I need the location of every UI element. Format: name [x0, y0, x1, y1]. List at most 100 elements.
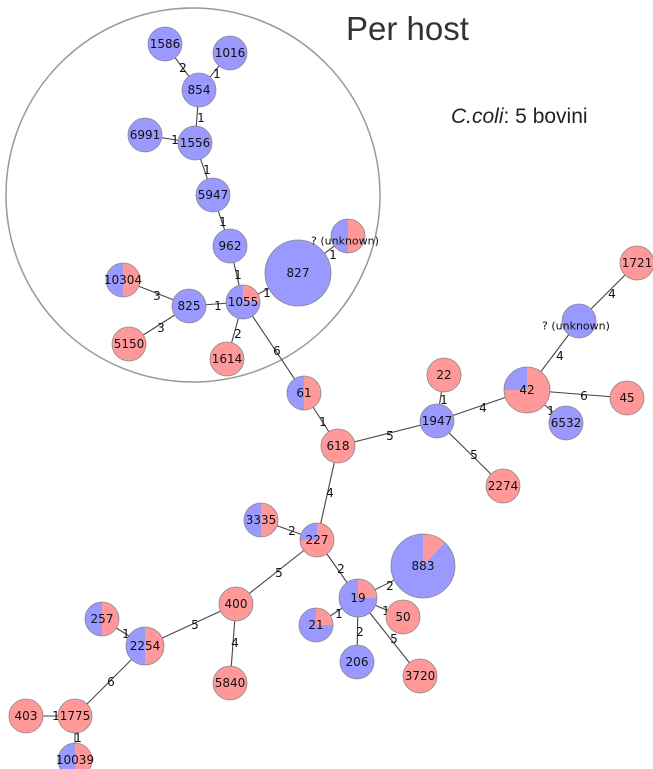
- node-label: 1721: [622, 256, 653, 270]
- node-42[interactable]: 42: [503, 366, 551, 414]
- node-outline: [548, 405, 584, 441]
- node-pie-bovine-slice: [85, 602, 102, 636]
- edge-weight-label: 1: [203, 163, 211, 177]
- node-label: 61: [296, 386, 311, 400]
- node-outline: [320, 428, 356, 464]
- node-outline: [619, 245, 653, 281]
- node-outline: [218, 586, 254, 622]
- edge-weight-label: 2: [337, 562, 345, 576]
- node-2254[interactable]: 2254: [125, 626, 165, 666]
- node-45[interactable]: 45: [609, 380, 645, 416]
- node-854[interactable]: 854: [181, 72, 217, 108]
- edge-weight-label: 1: [382, 604, 390, 618]
- node-206[interactable]: 206: [339, 644, 375, 680]
- edge-weight-label: 6: [580, 389, 588, 403]
- node-1775[interactable]: 1775: [57, 698, 93, 734]
- node-outline: [195, 177, 231, 213]
- node-1947[interactable]: 1947: [419, 403, 455, 439]
- node-pie-base: [178, 126, 212, 160]
- node-unk2[interactable]: ? (unknown): [542, 303, 610, 339]
- node-400[interactable]: 400: [218, 586, 254, 622]
- node-257[interactable]: 257: [84, 601, 120, 637]
- node-label: 1775: [60, 709, 91, 723]
- node-label: 5840: [215, 676, 246, 690]
- node-19[interactable]: 19: [338, 578, 378, 618]
- node-pie-base: [213, 36, 247, 70]
- node-label: 883: [412, 559, 435, 573]
- node-label: 854: [188, 83, 211, 97]
- node-outline: [385, 599, 421, 635]
- node-22[interactable]: 22: [426, 357, 462, 393]
- node-label: 6991: [130, 128, 161, 142]
- node-label: 962: [219, 239, 242, 253]
- node-3720[interactable]: 3720: [402, 658, 438, 694]
- node-outline: [561, 303, 597, 339]
- node-pie-bovine-slice: [106, 263, 123, 297]
- edge-weight-label: 1: [440, 393, 448, 407]
- node-10304[interactable]: 10304: [104, 262, 142, 298]
- node-618[interactable]: 618: [320, 428, 356, 464]
- node-label: 227: [306, 533, 329, 547]
- node-5947[interactable]: 5947: [195, 177, 231, 213]
- edge-weight-label: 5: [275, 566, 283, 580]
- edge-weight-label: 1: [219, 215, 227, 229]
- node-outline: [338, 578, 378, 618]
- node-1016[interactable]: 1016: [212, 35, 248, 71]
- edge-weight-label: 3: [153, 289, 161, 303]
- edge-weight-label: 2: [234, 327, 242, 341]
- node-pie-base: [420, 404, 454, 438]
- node-827[interactable]: 827: [264, 239, 332, 307]
- node-label: 5150: [114, 337, 145, 351]
- node-6532[interactable]: 6532: [548, 405, 584, 441]
- node-outline: [57, 742, 93, 769]
- node-pie-bovine-slice: [299, 608, 333, 642]
- node-outline: [105, 262, 141, 298]
- edge-weight-label: 1: [197, 111, 205, 125]
- node-962[interactable]: 962: [212, 228, 248, 264]
- species-name: C.coli: [451, 105, 504, 128]
- node-50[interactable]: 50: [385, 599, 421, 635]
- node-label: 5947: [198, 188, 229, 202]
- node-outline: [298, 607, 334, 643]
- node-outline: [212, 35, 248, 71]
- node-1586[interactable]: 1586: [147, 26, 183, 62]
- node-outline: [147, 26, 183, 62]
- node-1721[interactable]: 1721: [619, 245, 653, 281]
- node-outline: [609, 380, 645, 416]
- node-pie-base: [549, 406, 583, 440]
- edge-weight-label: 4: [479, 401, 487, 415]
- edge-weight-label: 1: [213, 67, 221, 81]
- node-1614[interactable]: 1614: [209, 341, 245, 377]
- edge-weight-label: 6: [107, 675, 115, 689]
- node-label: ? (unknown): [542, 320, 610, 333]
- node-pie-bovine-slice: [504, 367, 527, 390]
- node-1556[interactable]: 1556: [177, 125, 213, 161]
- node-883[interactable]: 883: [390, 533, 456, 599]
- node-label: 2254: [130, 639, 161, 653]
- node-label: 1947: [422, 414, 453, 428]
- node-2274[interactable]: 2274: [485, 468, 521, 504]
- node-pie-base: [58, 699, 92, 733]
- node-label: 825: [178, 299, 201, 313]
- node-403[interactable]: 403: [8, 698, 44, 734]
- node-6991[interactable]: 6991: [127, 117, 163, 153]
- node-pie-base: [148, 27, 182, 61]
- cluster-highlight-circle: [5, 7, 381, 383]
- node-10039[interactable]: 10039: [56, 742, 94, 769]
- edge-weight-label: 1: [214, 299, 222, 313]
- node-5150[interactable]: 5150: [111, 326, 147, 362]
- node-21[interactable]: 21: [298, 607, 334, 643]
- node-pie-bovine-slice: [391, 534, 456, 598]
- node-3335[interactable]: 3335: [243, 502, 279, 538]
- node-outline: [209, 341, 245, 377]
- node-227[interactable]: 227: [299, 522, 335, 558]
- node-825[interactable]: 825: [171, 288, 207, 324]
- node-outline: [339, 644, 375, 680]
- node-61[interactable]: 61: [286, 375, 322, 411]
- node-5840[interactable]: 5840: [212, 665, 248, 701]
- node-1055[interactable]: 1055: [225, 284, 261, 320]
- node-unk1[interactable]: ? (unknown): [311, 218, 379, 254]
- node-label: 400: [225, 597, 248, 611]
